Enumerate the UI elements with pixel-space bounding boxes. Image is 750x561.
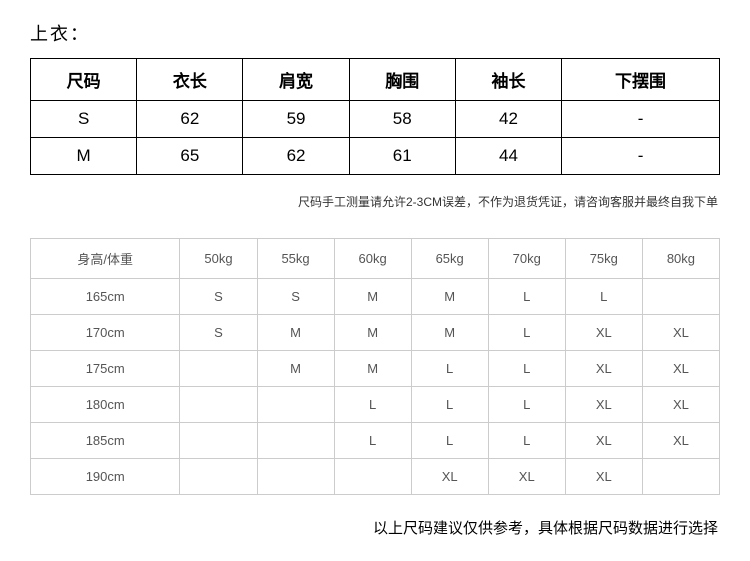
size-table-cell: 42 — [455, 101, 561, 138]
fit-table-cell: 165cm — [31, 279, 180, 315]
fit-table-cell — [180, 459, 257, 495]
section-title: 上衣： — [30, 20, 720, 46]
size-table-header-cell: 袖长 — [455, 59, 561, 101]
fit-table-header-cell: 70kg — [488, 239, 565, 279]
size-table-cell: S — [31, 101, 137, 138]
fit-table-cell: XL — [565, 315, 642, 351]
fit-table-cell: M — [411, 315, 488, 351]
fit-table-cell: XL — [565, 459, 642, 495]
fit-table-row: 190cmXLXLXL — [31, 459, 720, 495]
fit-table-cell: M — [257, 351, 334, 387]
fit-table-cell — [257, 387, 334, 423]
size-table-header-cell: 衣长 — [137, 59, 243, 101]
fit-table-cell — [257, 423, 334, 459]
fit-table-cell: M — [257, 315, 334, 351]
size-table-cell: - — [562, 138, 720, 175]
fit-table-cell: 185cm — [31, 423, 180, 459]
fit-table-cell: S — [180, 279, 257, 315]
fit-table-cell: XL — [488, 459, 565, 495]
size-table-cell: 65 — [137, 138, 243, 175]
fit-table-cell: L — [488, 279, 565, 315]
fit-table-cell — [257, 459, 334, 495]
fit-table-row: 165cmSSMMLL — [31, 279, 720, 315]
size-fit-table: 身高/体重50kg55kg60kg65kg70kg75kg80kg 165cmS… — [30, 238, 720, 495]
fit-table-cell: L — [411, 387, 488, 423]
fit-table-header-cell: 80kg — [642, 239, 719, 279]
size-table-cell: M — [31, 138, 137, 175]
fit-table-header-cell: 50kg — [180, 239, 257, 279]
fit-table-cell: XL — [565, 423, 642, 459]
measurement-note: 尺码手工测量请允许2-3CM误差，不作为退货凭证，请咨询客服并最终自我下单 — [30, 193, 720, 210]
fit-table-cell: M — [334, 351, 411, 387]
fit-table-header-cell: 60kg — [334, 239, 411, 279]
fit-table-cell — [642, 459, 719, 495]
fit-table-header-cell: 55kg — [257, 239, 334, 279]
fit-table-cell: XL — [642, 315, 719, 351]
fit-table-cell: XL — [642, 351, 719, 387]
fit-table-cell: M — [411, 279, 488, 315]
fit-table-cell: L — [565, 279, 642, 315]
size-table-cell: 59 — [243, 101, 349, 138]
fit-table-cell: 170cm — [31, 315, 180, 351]
fit-table-cell: XL — [642, 423, 719, 459]
fit-table-cell — [180, 387, 257, 423]
size-table-row: S62595842- — [31, 101, 720, 138]
size-table-header-cell: 胸围 — [349, 59, 455, 101]
size-table-cell: 61 — [349, 138, 455, 175]
fit-table-cell: 175cm — [31, 351, 180, 387]
fit-table-cell — [180, 423, 257, 459]
size-table-header-cell: 肩宽 — [243, 59, 349, 101]
fit-table-cell: M — [334, 279, 411, 315]
fit-table-cell: 190cm — [31, 459, 180, 495]
size-table-cell: 62 — [243, 138, 349, 175]
size-table-cell: 58 — [349, 101, 455, 138]
size-table-header-cell: 下摆围 — [562, 59, 720, 101]
fit-table-cell: 180cm — [31, 387, 180, 423]
fit-table-cell: L — [488, 315, 565, 351]
fit-table-row: 185cmLLLXLXL — [31, 423, 720, 459]
footer-note: 以上尺码建议仅供参考，具体根据尺码数据进行选择 — [30, 517, 720, 538]
fit-table-cell — [642, 279, 719, 315]
fit-table-row: 175cmMMLLXLXL — [31, 351, 720, 387]
fit-table-header-cell: 身高/体重 — [31, 239, 180, 279]
fit-table-cell: M — [334, 315, 411, 351]
fit-table-cell: XL — [565, 387, 642, 423]
fit-table-cell: S — [180, 315, 257, 351]
fit-table-cell: L — [411, 351, 488, 387]
fit-table-cell: XL — [565, 351, 642, 387]
size-table-cell: - — [562, 101, 720, 138]
size-measurement-table: 尺码衣长肩宽胸围袖长下摆围 S62595842-M65626144- — [30, 58, 720, 175]
fit-table-cell: XL — [411, 459, 488, 495]
fit-table-cell: S — [257, 279, 334, 315]
fit-table-row: 180cmLLLXLXL — [31, 387, 720, 423]
fit-table-header-cell: 75kg — [565, 239, 642, 279]
fit-table-cell — [180, 351, 257, 387]
fit-table-cell: XL — [642, 387, 719, 423]
fit-table-cell — [334, 459, 411, 495]
fit-table-cell: L — [488, 387, 565, 423]
fit-table-cell: L — [488, 351, 565, 387]
size-table-cell: 62 — [137, 101, 243, 138]
fit-table-row: 170cmSMMMLXLXL — [31, 315, 720, 351]
fit-table-cell: L — [411, 423, 488, 459]
size-table-row: M65626144- — [31, 138, 720, 175]
fit-table-cell: L — [334, 423, 411, 459]
size-table-header-cell: 尺码 — [31, 59, 137, 101]
size-table-cell: 44 — [455, 138, 561, 175]
fit-table-header-cell: 65kg — [411, 239, 488, 279]
fit-table-cell: L — [488, 423, 565, 459]
fit-table-cell: L — [334, 387, 411, 423]
